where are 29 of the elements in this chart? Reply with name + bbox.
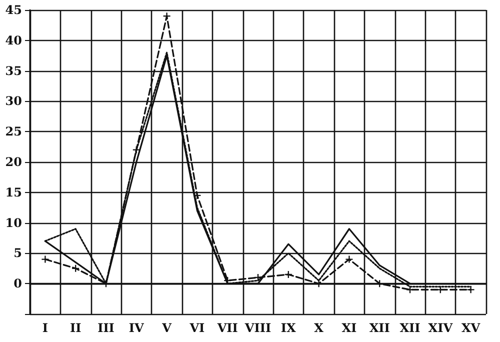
x-tick-label: X [314,321,324,335]
point [346,256,353,263]
x-tick-label: VI [188,321,206,335]
y-tick-label: 15 [5,185,22,200]
x-tick-label: XI [342,321,358,335]
x-tick-label: XV [461,321,481,335]
y-tick-label: 35 [5,64,22,78]
x-tick-label: XIV [428,321,454,335]
x-tick-label: II [70,321,82,335]
point [467,286,474,294]
x-tick-label: VIII [244,321,272,335]
point [163,12,170,20]
y-tick-label: 45 [5,3,22,17]
y-tick-label: 30 [5,94,22,108]
y-tick-label: 0 [14,276,22,291]
x-tick-label: III [98,321,115,335]
y-tick-label: 5 [14,246,22,260]
x-tick-label: VII [216,321,238,335]
x-tick-label: XII [400,321,421,335]
x-tick-label: IV [128,321,145,335]
point [42,256,49,263]
x-tick-label: IX [280,321,297,335]
x-tick-label: XII [369,321,390,335]
x-tick-label: V [161,321,172,335]
y-tick-label: 40 [5,33,22,48]
y-tick-label: 10 [5,216,22,230]
x-tick-label: I [42,321,48,335]
y-tick-label: 20 [5,155,22,169]
y-tick-label: 25 [5,124,22,139]
